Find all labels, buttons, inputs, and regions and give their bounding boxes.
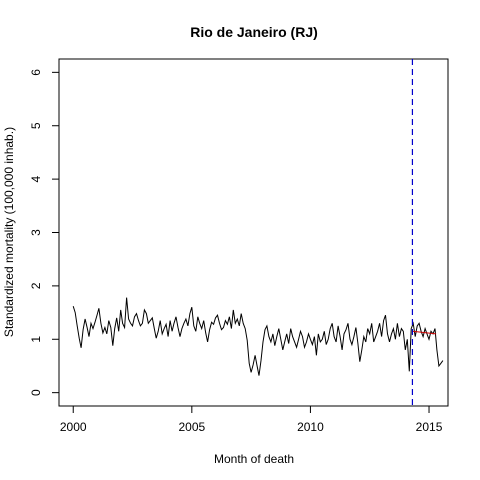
y-tick-label: 3 (29, 229, 43, 236)
x-tick-label: 2015 (416, 420, 443, 434)
y-tick-label: 1 (29, 336, 43, 343)
trend-line (412, 330, 437, 335)
chart-title: Rio de Janeiro (RJ) (190, 24, 318, 40)
y-tick-label: 2 (29, 282, 43, 289)
y-tick-label: 6 (29, 69, 43, 76)
y-tick-label: 4 (29, 175, 43, 182)
x-tick-label: 2005 (178, 420, 205, 434)
x-tick-label: 2000 (60, 420, 87, 434)
x-axis: 2000 2005 2010 2015 (60, 405, 443, 434)
y-axis: 0 1 2 3 4 5 6 (29, 69, 60, 396)
mortality-series-line (72, 297, 444, 376)
y-tick-label: 5 (29, 122, 43, 129)
x-axis-title: Month of death (214, 452, 294, 466)
y-axis-title: Standardized mortality (100,000 inhab.) (2, 127, 16, 337)
x-tick-label: 2010 (297, 420, 324, 434)
y-tick-label: 0 (29, 389, 43, 396)
